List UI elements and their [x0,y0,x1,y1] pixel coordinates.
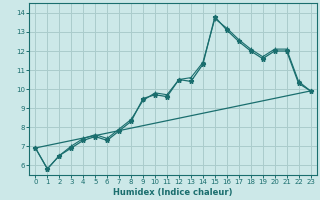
X-axis label: Humidex (Indice chaleur): Humidex (Indice chaleur) [113,188,233,197]
